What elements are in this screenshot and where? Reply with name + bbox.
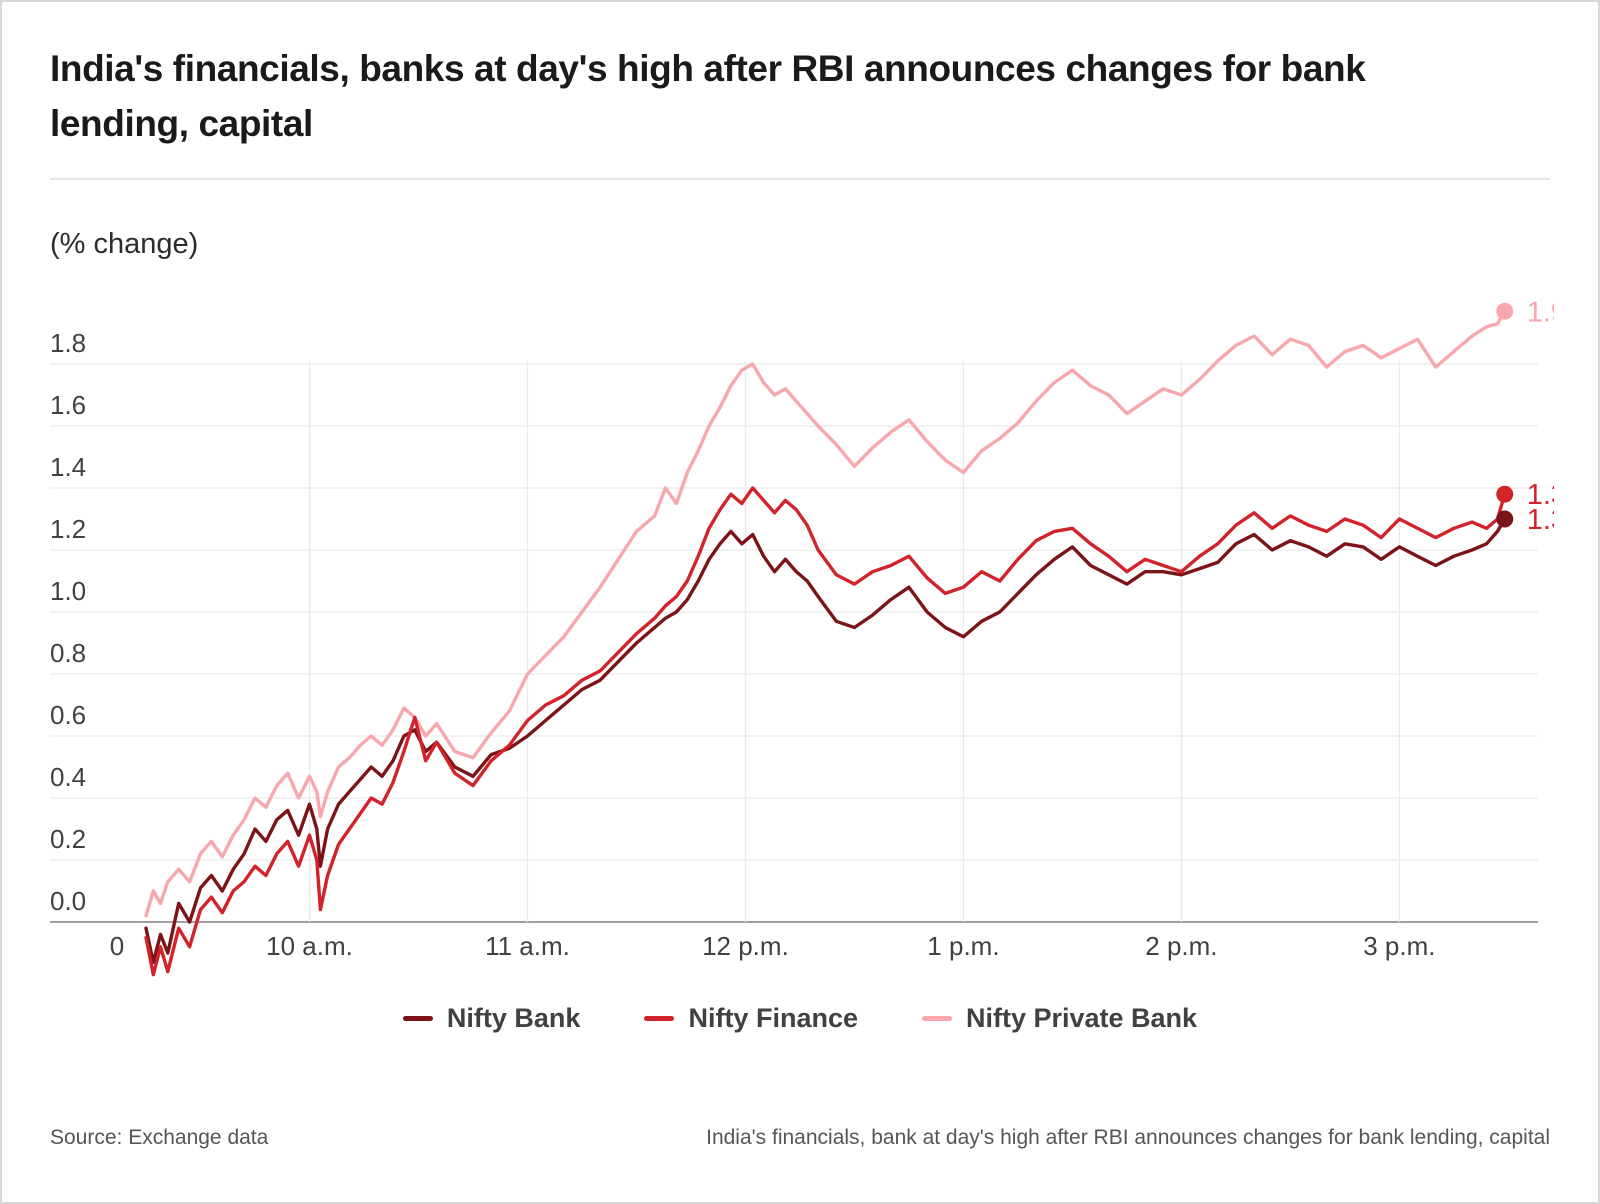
svg-text:0.0: 0.0 [50, 886, 86, 916]
legend-item-nifty-private-bank: Nifty Private Bank [921, 1003, 1198, 1034]
legend-label: Nifty Bank [446, 1003, 581, 1033]
svg-text:11 a.m.: 11 a.m. [485, 931, 570, 961]
svg-text:1.4: 1.4 [50, 452, 86, 482]
svg-text:1.3: 1.3 [1527, 504, 1554, 536]
svg-text:1 p.m.: 1 p.m. [927, 931, 999, 961]
page-title: India's financials, banks at day's high … [50, 48, 1366, 144]
svg-text:1.6: 1.6 [50, 390, 86, 420]
legend-label: Nifty Finance [688, 1003, 858, 1033]
svg-text:0: 0 [110, 931, 124, 961]
svg-text:1.2: 1.2 [50, 514, 86, 544]
chart-area: 0.0 0.2 0.4 0.6 0.8 1.0 1.2 1.4 1.6 1.8 0 10 a.m. 11… [50, 295, 1554, 995]
svg-text:0.2: 0.2 [50, 824, 86, 854]
nifty-bank-swatch-icon [402, 1016, 433, 1021]
svg-text:10 a.m.: 10 a.m. [266, 931, 353, 961]
svg-text:2 p.m.: 2 p.m. [1145, 931, 1217, 961]
nifty-finance-swatch-icon [644, 1016, 675, 1021]
svg-text:1.8: 1.8 [50, 328, 86, 358]
svg-text:1.38: 1.38 [1527, 479, 1554, 511]
svg-text:3 p.m.: 3 p.m. [1363, 931, 1435, 961]
svg-text:12 p.m.: 12 p.m. [702, 931, 789, 961]
legend-item-nifty-bank: Nifty Bank [402, 1003, 581, 1034]
source-note: Source: Exchange data [50, 1126, 269, 1149]
chart-footer: Source: Exchange data India's financials… [50, 1126, 1550, 1150]
legend-item-nifty-finance: Nifty Finance [644, 1003, 858, 1034]
svg-text:1.97: 1.97 [1527, 296, 1554, 328]
line-chart: 0.0 0.2 0.4 0.6 0.8 1.0 1.2 1.4 1.6 1.8 0 10 a.m. 11… [50, 296, 1554, 976]
nifty-private-bank-swatch-icon [921, 1016, 952, 1021]
svg-text:0.6: 0.6 [50, 700, 86, 730]
footer-caption: India's financials, bank at day's high a… [706, 1126, 1550, 1149]
svg-text:0.4: 0.4 [50, 762, 86, 792]
chart-legend: Nifty Bank Nifty Finance Nifty Private B… [50, 999, 1550, 1039]
y-axis-unit-label: (% change) [50, 227, 199, 260]
svg-text:0.8: 0.8 [50, 638, 86, 668]
title-divider [50, 177, 1550, 180]
svg-text:1.0: 1.0 [50, 576, 86, 606]
legend-label: Nifty Private Bank [965, 1003, 1198, 1033]
